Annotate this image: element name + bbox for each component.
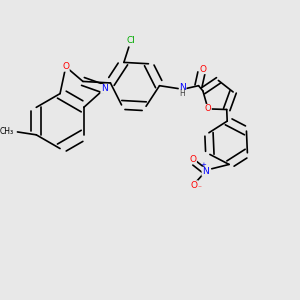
Text: O: O [205, 104, 211, 113]
Text: O: O [200, 65, 206, 74]
Text: O: O [191, 181, 198, 190]
Text: CH₃: CH₃ [0, 128, 14, 136]
Text: N: N [179, 82, 186, 91]
Text: O: O [62, 62, 69, 71]
Text: N: N [101, 85, 108, 94]
Text: O: O [190, 155, 196, 164]
Text: Cl: Cl [127, 36, 136, 45]
Text: ⁻: ⁻ [198, 183, 202, 192]
Text: +: + [201, 162, 207, 168]
Text: N: N [202, 167, 209, 176]
Text: H: H [179, 89, 185, 98]
